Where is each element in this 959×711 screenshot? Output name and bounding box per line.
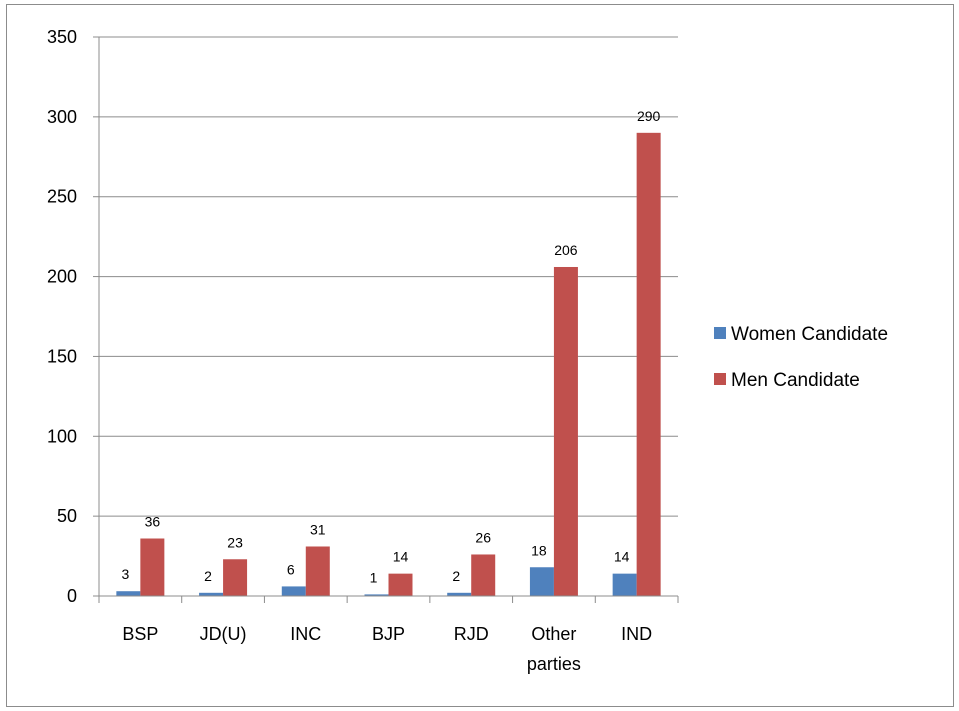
y-tick-label: 150 — [47, 346, 77, 366]
axes — [93, 36, 679, 603]
bar — [553, 266, 578, 596]
bar — [199, 592, 224, 596]
legend-swatch — [714, 327, 726, 339]
legend-label: Women Candidate — [731, 324, 888, 345]
labels: 0 50 100 150 200 250 300 350 3 36 BSP 2 23 JD(U) 6 31 IN… — [47, 27, 661, 674]
data-label: 26 — [475, 529, 491, 545]
bar — [364, 594, 389, 596]
bar — [388, 573, 413, 596]
data-label: 290 — [637, 108, 661, 124]
data-label: 206 — [554, 242, 578, 258]
x-tick-label: BSP — [122, 624, 158, 644]
y-tick-label: 300 — [47, 107, 77, 127]
bar — [529, 567, 554, 596]
data-label: 31 — [310, 521, 326, 537]
data-label: 18 — [531, 542, 547, 558]
data-label: 2 — [452, 568, 460, 584]
data-label: 6 — [287, 561, 295, 577]
y-tick-label: 250 — [47, 187, 77, 207]
bar — [116, 591, 141, 596]
data-label: 36 — [145, 514, 161, 530]
bar — [612, 573, 637, 596]
data-label: 1 — [370, 569, 378, 585]
x-tick-label: JD(U) — [200, 624, 247, 644]
data-label: 14 — [614, 549, 630, 565]
bar — [471, 554, 496, 596]
x-tick-label: BJP — [372, 624, 405, 644]
y-tick-label: 100 — [47, 426, 77, 446]
x-tick-label: IND — [621, 624, 652, 644]
bar — [140, 538, 165, 596]
y-tick-label: 200 — [47, 267, 77, 287]
data-label: 14 — [393, 549, 409, 565]
x-tick-label: Other parties — [527, 624, 581, 674]
y-tick-label: 0 — [67, 586, 77, 606]
bar — [447, 592, 472, 596]
data-label: 2 — [204, 568, 212, 584]
y-tick-label: 50 — [57, 506, 77, 526]
x-tick-label: INC — [290, 624, 321, 644]
y-tick-label: 350 — [47, 27, 77, 47]
bar — [305, 546, 330, 596]
legend: Women Candidate Men Candidate — [714, 324, 888, 391]
legend-label: Men Candidate — [731, 370, 860, 391]
gridlines — [99, 36, 678, 517]
bars — [116, 132, 661, 597]
bar — [636, 132, 661, 597]
bar — [281, 586, 306, 596]
bar — [223, 559, 248, 596]
legend-swatch — [714, 373, 726, 385]
x-tick-label: RJD — [454, 624, 489, 644]
data-label: 3 — [121, 566, 129, 582]
data-label: 23 — [227, 534, 243, 550]
